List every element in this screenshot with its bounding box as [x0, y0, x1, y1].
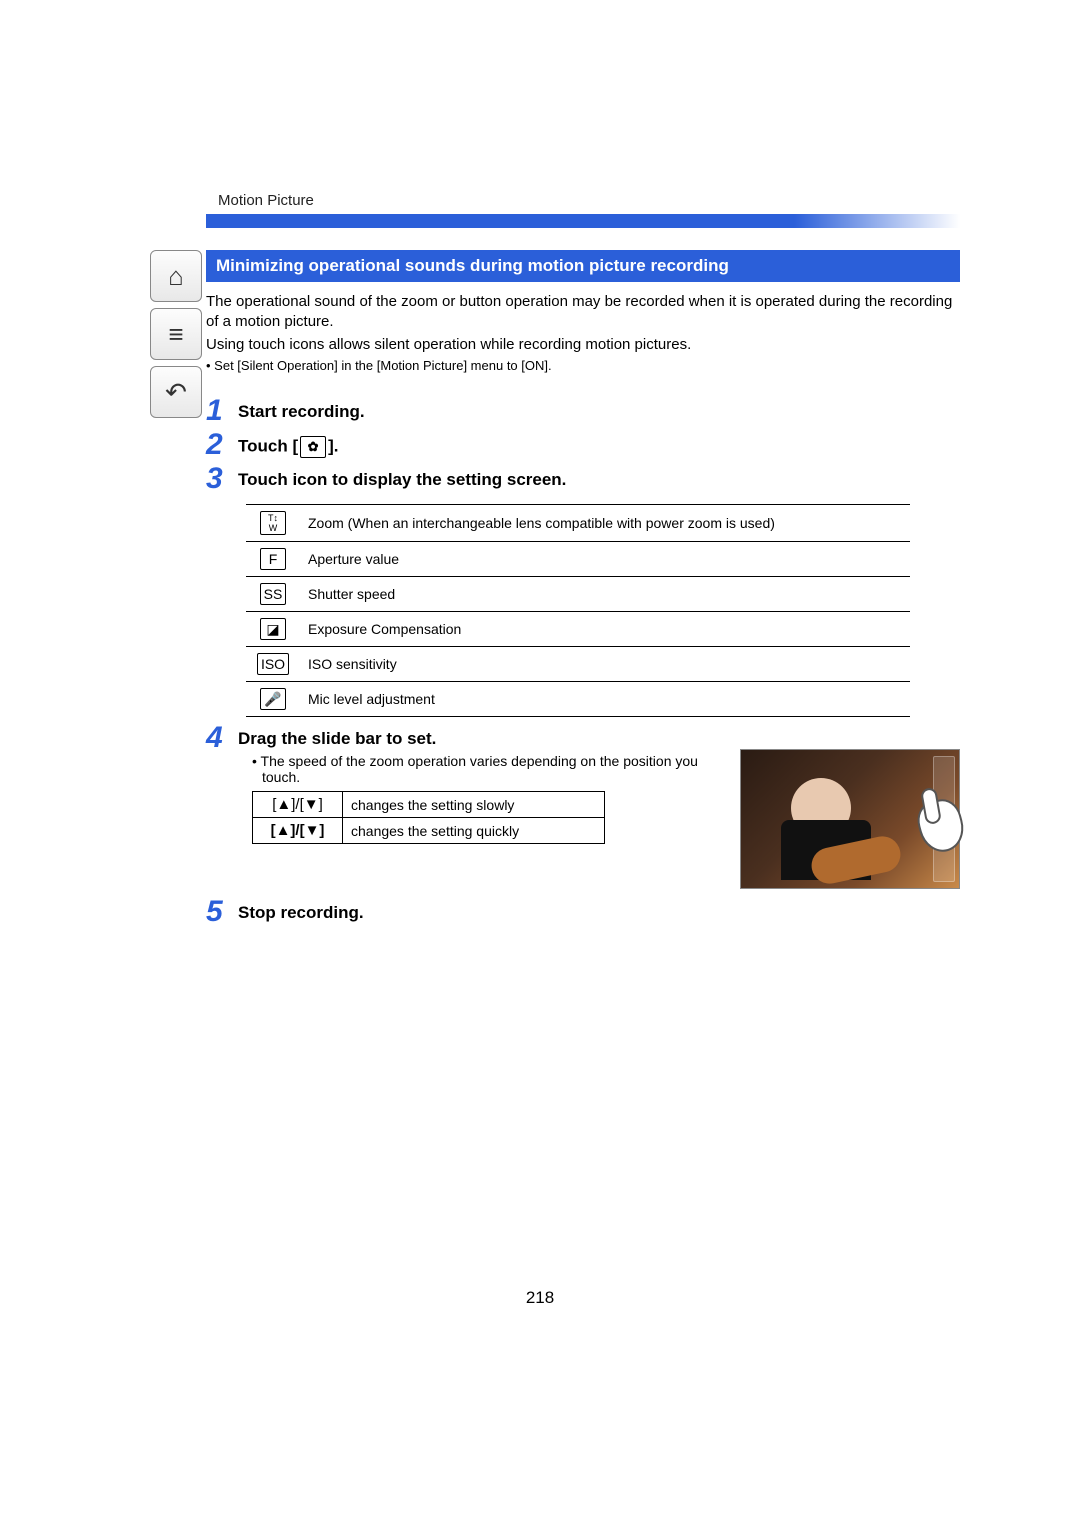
icon-table-row: ISO ISO sensitivity	[246, 647, 910, 682]
speed-table-row: [▲]/[▼]changes the setting quickly	[253, 818, 605, 844]
list-icon[interactable]: ≡	[150, 308, 202, 360]
back-icon[interactable]: ↶	[150, 366, 202, 418]
speed-table: [▲]/[▼]changes the setting slowly[▲]/[▼]…	[252, 791, 605, 844]
icon-cell: ◪	[246, 612, 300, 647]
icon-desc: Aperture value	[300, 542, 910, 577]
step-5: 5 Stop recording.	[206, 897, 960, 927]
intro-p2: Using touch icons allows silent operatio…	[206, 335, 960, 355]
home-icon[interactable]: ⌂	[150, 250, 202, 302]
page-title: Minimizing operational sounds during mot…	[206, 250, 960, 282]
intro-p1: The operational sound of the zoom or but…	[206, 292, 960, 333]
step-1-num: 1	[206, 396, 238, 426]
side-nav: ⌂ ≡ ↶	[150, 250, 202, 418]
setting-icon: T↕ W	[260, 511, 286, 535]
icon-cell: F	[246, 542, 300, 577]
example-screenshot	[740, 749, 960, 889]
step-2-suffix: ].	[328, 437, 338, 456]
step-2-title: Touch [✿].	[238, 436, 960, 458]
step-1: 1 Start recording.	[206, 396, 960, 426]
step-5-num: 5	[206, 897, 238, 927]
icon-table-row: SS Shutter speed	[246, 577, 910, 612]
icon-table-row: 🎤 Mic level adjustment	[246, 682, 910, 717]
speed-table-row: [▲]/[▼]changes the setting slowly	[253, 792, 605, 818]
speed-desc: changes the setting slowly	[343, 792, 605, 818]
icon-table: T↕ W Zoom (When an interchangeable lens c…	[246, 504, 910, 717]
icon-table-row: T↕ W Zoom (When an interchangeable lens c…	[246, 505, 910, 542]
icon-desc: ISO sensitivity	[300, 647, 910, 682]
content-area: Minimizing operational sounds during mot…	[206, 250, 960, 931]
icon-desc: Exposure Compensation	[300, 612, 910, 647]
step-2-prefix: Touch [	[238, 437, 298, 456]
speed-symbol: [▲]/[▼]	[253, 792, 343, 818]
step-4-note: • The speed of the zoom operation varies…	[252, 753, 728, 785]
step-4-num: 4	[206, 723, 238, 753]
step-5-title: Stop recording.	[238, 903, 960, 923]
icon-desc: Mic level adjustment	[300, 682, 910, 717]
icon-cell: ISO	[246, 647, 300, 682]
icon-table-row: F Aperture value	[246, 542, 910, 577]
icon-cell: T↕ W	[246, 505, 300, 542]
icon-table-row: ◪ Exposure Compensation	[246, 612, 910, 647]
intro-bullet: • Set [Silent Operation] in the [Motion …	[206, 357, 960, 375]
step-4: 4 Drag the slide bar to set. • The speed…	[206, 723, 960, 889]
icon-desc: Shutter speed	[300, 577, 910, 612]
steps: 1 Start recording. 2 Touch [✿]. 3 Touch …	[206, 396, 960, 927]
step-2: 2 Touch [✿].	[206, 430, 960, 460]
step-3-num: 3	[206, 464, 238, 494]
setting-icon: ◪	[260, 618, 286, 640]
step-4-title: Drag the slide bar to set.	[238, 729, 960, 749]
icon-desc: Zoom (When an interchangeable lens compa…	[300, 505, 910, 542]
section-name: Motion Picture	[218, 192, 314, 209]
speed-symbol: [▲]/[▼]	[253, 818, 343, 844]
setting-icon: 🎤	[260, 688, 286, 710]
step-2-num: 2	[206, 430, 238, 460]
page-number: 218	[0, 1288, 1080, 1308]
setting-icon: SS	[260, 583, 287, 605]
touch-tab-icon: ✿	[300, 436, 326, 458]
icon-cell: 🎤	[246, 682, 300, 717]
page-header: Motion Picture	[206, 192, 960, 230]
step-3-title: Touch icon to display the setting screen…	[238, 470, 960, 490]
intro-text: The operational sound of the zoom or but…	[206, 292, 960, 374]
header-rule	[206, 214, 960, 228]
page: ⌂ ≡ ↶ Motion Picture Minimizing operatio…	[0, 0, 1080, 1526]
setting-icon: ISO	[257, 653, 289, 675]
setting-icon: F	[260, 548, 286, 570]
step-3: 3 Touch icon to display the setting scre…	[206, 464, 960, 494]
hand-illustration	[913, 770, 983, 860]
speed-desc: changes the setting quickly	[343, 818, 605, 844]
step-1-title: Start recording.	[238, 402, 960, 422]
icon-cell: SS	[246, 577, 300, 612]
